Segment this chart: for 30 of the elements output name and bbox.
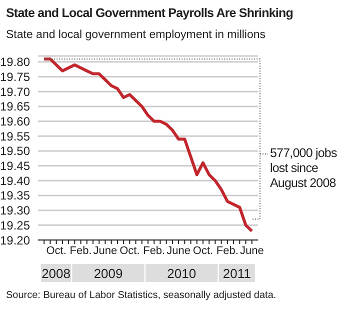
chart-subtitle: State and local government employment in millions — [6, 29, 266, 41]
y-tick-label: 19.35 — [0, 188, 30, 203]
y-tick-label: 19.80 — [0, 55, 30, 70]
y-tick-label: 19.70 — [0, 84, 30, 99]
x-tick-label: Oct. — [192, 244, 214, 257]
y-tick-label: 19.30 — [0, 204, 30, 218]
y-tick-label: 19.60 — [0, 114, 30, 129]
y-tick-label: 19.20 — [0, 233, 30, 248]
y-tick-label: 19.50 — [0, 144, 30, 158]
x-tick-label: June — [166, 244, 190, 257]
text: 2011 — [222, 266, 251, 281]
x-tick-label: Feb. — [143, 244, 166, 257]
y-tick-label: 19.75 — [0, 70, 30, 84]
x-tick-label: Feb. — [70, 244, 92, 257]
x-tick-label: Oct. — [46, 244, 66, 257]
y-tick-label: 19.55 — [0, 129, 30, 144]
y-tick-label: 19.40 — [0, 174, 30, 188]
source-note: Source: Bureau of Labor Statistics, seasonally adjusted data. — [6, 290, 276, 301]
x-tick-label: June — [93, 244, 118, 257]
x-tick-label: Feb. — [216, 244, 238, 257]
y-tick-label: 19.65 — [0, 100, 30, 114]
text: 2009 — [94, 266, 123, 281]
x-tick-label: June — [240, 244, 264, 257]
y-tick-label: 19.45 — [0, 159, 30, 174]
text: 2010 — [167, 266, 196, 281]
text: 2008 — [42, 266, 70, 281]
text: 577,000 jobs lost since August 2008 — [270, 146, 338, 192]
y-tick-label: 19.25 — [0, 218, 30, 232]
x-tick-label: Oct. — [120, 244, 140, 257]
chart-title: State and Local Government Payrolls Are Shrinking — [6, 6, 293, 20]
